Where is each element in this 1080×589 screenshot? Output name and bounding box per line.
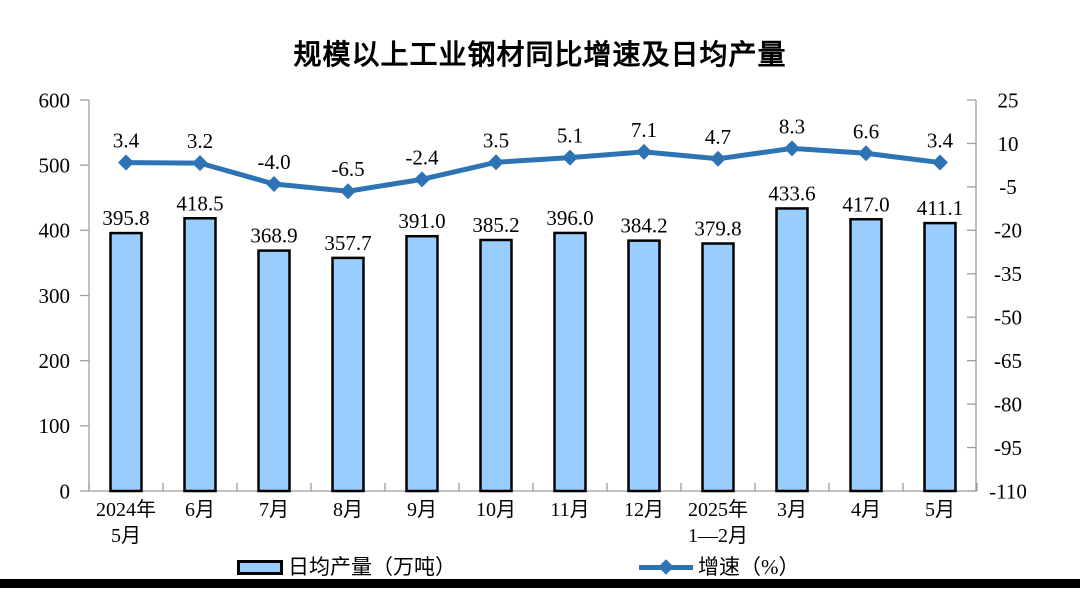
- x-category-label: 5月: [111, 525, 141, 547]
- bar-value-label: 417.0: [842, 192, 889, 216]
- left-axis-tick-label: 400: [39, 219, 71, 243]
- right-axis-tick-label: -80: [994, 392, 1022, 416]
- diamond-marker-icon: [658, 559, 674, 575]
- right-axis-tick-label: 10: [998, 132, 1019, 156]
- right-axis-tick-label: -65: [994, 349, 1022, 373]
- line-value-label: 5.1: [557, 124, 583, 148]
- bar-daily-output: [923, 221, 957, 493]
- right-axis-tick-label: -110: [989, 479, 1027, 503]
- bar-daily-output: [849, 218, 883, 493]
- right-axis-tick-label: -5: [999, 175, 1017, 199]
- bar-daily-output: [553, 231, 587, 493]
- line-value-label: 8.3: [779, 114, 805, 138]
- diamond-marker-icon: [192, 155, 208, 172]
- legend-growth-rate-label: 增速（%）: [698, 555, 800, 579]
- left-axis-tick-label: 200: [39, 349, 71, 373]
- diamond-marker-icon: [266, 175, 282, 192]
- diamond-marker-icon: [488, 154, 504, 171]
- chart-title: 规模以上工业钢材同比增速及日均产量: [293, 39, 787, 70]
- bar-value-label: 395.8: [102, 206, 149, 230]
- bar-daily-output: [405, 234, 439, 493]
- line-value-label: -6.5: [331, 157, 364, 181]
- line-value-label: 3.4: [113, 129, 140, 153]
- left-axis-tick-label: 100: [39, 414, 71, 438]
- x-category-label: 2024年: [96, 498, 156, 521]
- x-category-label: 7月: [259, 499, 289, 521]
- line-value-label: 7.1: [631, 118, 657, 142]
- bar-series-swatch: [237, 559, 283, 575]
- left-axis-tick-label: 500: [39, 154, 71, 178]
- x-category-label: 12月: [624, 499, 664, 521]
- right-axis-tick-label: 25: [998, 88, 1019, 112]
- bar-daily-output: [183, 217, 217, 493]
- line-value-label: -4.0: [257, 150, 290, 174]
- bar-value-label: 384.2: [620, 214, 667, 238]
- diamond-marker-icon: [118, 154, 134, 171]
- line-value-label: -2.4: [405, 145, 439, 169]
- right-axis-tick-label: -50: [994, 306, 1022, 330]
- bar-value-label: 385.2: [472, 213, 519, 237]
- growth-rate-line: [123, 145, 943, 194]
- x-category-label: 4月: [851, 499, 881, 521]
- bottom-divider-bar: [0, 579, 1080, 588]
- bar-value-label: 418.5: [176, 191, 223, 215]
- line-value-label: 3.5: [483, 128, 509, 152]
- diamond-marker-icon: [858, 145, 874, 162]
- right-axis-tick-label: -35: [994, 262, 1022, 286]
- bar-daily-output: [331, 256, 365, 493]
- diamond-marker-icon: [562, 149, 578, 166]
- bar-value-label: 433.6: [768, 181, 815, 205]
- legend-item-daily-output: 日均产量（万吨）: [237, 554, 456, 580]
- line-value-label: 6.6: [853, 119, 879, 143]
- bar-daily-output: [627, 239, 661, 493]
- left-axis-tick-label: 300: [39, 284, 71, 308]
- chart-plot: 0 100 200 300 400 500 600 25 10 -5 -20 -35 -50 -65 -80…: [39, 88, 1027, 547]
- x-category-label: 2025年: [688, 498, 748, 521]
- bar-daily-output: [701, 242, 735, 493]
- chart-legend: 日均产量（万吨） 增速（%）: [0, 554, 1080, 580]
- bar-value-label: 396.0: [546, 206, 593, 230]
- line-series-swatch: [639, 559, 693, 575]
- left-axis-tick-label: 600: [39, 88, 71, 112]
- bar-daily-output: [257, 249, 291, 493]
- x-category-label: 3月: [777, 499, 807, 521]
- bar-daily-output: [479, 238, 513, 493]
- diamond-marker-icon: [932, 154, 948, 171]
- x-category-label: 11月: [550, 499, 589, 521]
- line-value-label: 4.7: [705, 125, 731, 149]
- bar-daily-output: [775, 207, 809, 493]
- right-axis-tick-label: -20: [994, 219, 1022, 243]
- diamond-marker-icon: [636, 143, 652, 160]
- diamond-marker-icon: [414, 171, 430, 188]
- x-category-label: 1—2月: [688, 525, 748, 547]
- bar-value-label: 368.9: [250, 224, 297, 248]
- bar-value-label: 411.1: [917, 196, 963, 220]
- x-category-label: 9月: [407, 499, 437, 521]
- bar-value-label: 391.0: [398, 209, 445, 233]
- right-axis-tick-label: -95: [994, 436, 1022, 460]
- x-category-label: 6月: [185, 499, 215, 521]
- line-value-label: 3.2: [187, 129, 213, 153]
- diamond-marker-icon: [710, 150, 726, 167]
- left-axis-tick-label: 0: [60, 479, 71, 503]
- bar-daily-output: [109, 231, 143, 493]
- diamond-marker-icon: [340, 183, 356, 200]
- bar-value-label: 357.7: [324, 231, 371, 255]
- x-category-label: 8月: [333, 499, 363, 521]
- x-category-label: 10月: [476, 499, 516, 521]
- x-category-label: 5月: [925, 499, 955, 521]
- legend-item-growth-rate: 增速（%）: [639, 554, 800, 580]
- line-value-label: 3.4: [927, 129, 954, 153]
- diamond-marker-icon: [784, 140, 800, 157]
- bar-value-label: 379.8: [694, 216, 741, 240]
- legend-daily-output-label: 日均产量（万吨）: [288, 555, 456, 579]
